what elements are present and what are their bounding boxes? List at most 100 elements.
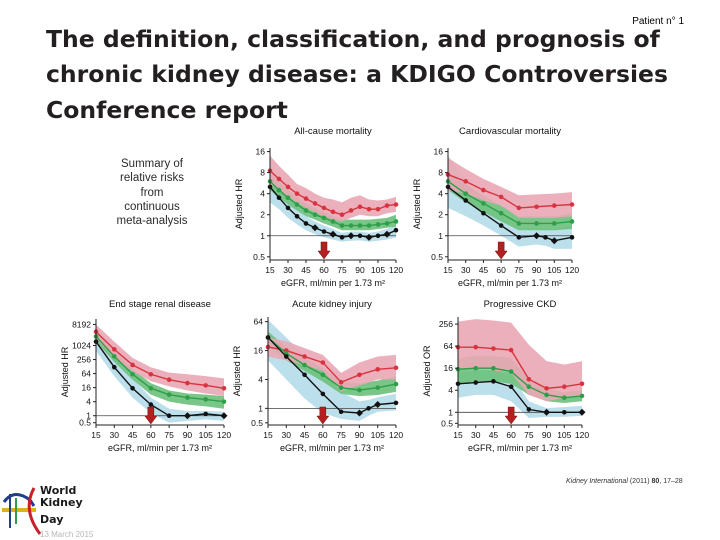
data-point bbox=[491, 379, 496, 384]
threshold-arrow-icon bbox=[144, 406, 158, 425]
summary-line: relative risks bbox=[120, 172, 184, 185]
data-point bbox=[491, 365, 496, 371]
data-point bbox=[463, 198, 469, 203]
y-axis-label: Adjusted HR bbox=[412, 178, 422, 229]
confidence-band-green bbox=[96, 331, 224, 409]
y-tick-label: 16 bbox=[256, 147, 266, 157]
confidence-band-black bbox=[270, 172, 396, 242]
x-tick-label: 120 bbox=[217, 430, 231, 440]
y-tick-label: 1 bbox=[438, 231, 443, 241]
data-point bbox=[384, 203, 390, 208]
x-tick-label: 15 bbox=[263, 430, 273, 440]
chart-title: Cardiovascular mortality bbox=[459, 126, 561, 137]
data-point bbox=[544, 386, 549, 391]
data-point bbox=[130, 362, 135, 368]
data-point bbox=[302, 354, 307, 359]
y-tick-label: 64 bbox=[444, 341, 454, 351]
y-tick-label: 1 bbox=[260, 231, 265, 241]
series-line-green bbox=[267, 336, 397, 391]
x-axis-label: eGFR, ml/min per 1.73 m² bbox=[108, 443, 212, 453]
data-point bbox=[203, 383, 209, 388]
x-tick-label: 75 bbox=[514, 265, 524, 275]
x-tick-label: 15 bbox=[453, 430, 463, 440]
data-point bbox=[561, 395, 567, 401]
data-point bbox=[569, 219, 575, 224]
data-point bbox=[516, 205, 522, 211]
data-point bbox=[338, 379, 344, 385]
x-tick-label: 105 bbox=[199, 430, 213, 440]
chart-cardiovascular-mortality: Cardiovascular mortality 0.5 1 2 4 8 16 15 30 45 6… bbox=[412, 126, 579, 288]
confidence-band-red bbox=[448, 157, 572, 218]
data-point bbox=[508, 347, 514, 353]
confidence-band-black bbox=[268, 319, 396, 421]
x-tick-label: 15 bbox=[91, 430, 101, 440]
data-point bbox=[579, 393, 585, 399]
data-point bbox=[338, 409, 344, 415]
data-point bbox=[339, 223, 345, 228]
data-point bbox=[347, 232, 355, 240]
y-tick-label: 4 bbox=[448, 385, 453, 395]
y-axis-label: Adjusted HR bbox=[60, 346, 70, 397]
y-tick-label: 256 bbox=[439, 319, 453, 329]
y-tick-label: 16 bbox=[82, 383, 92, 393]
data-point bbox=[348, 208, 354, 213]
x-tick-label: 45 bbox=[479, 265, 489, 275]
data-point bbox=[321, 229, 327, 234]
x-tick-label: 90 bbox=[542, 430, 552, 440]
x-tick-label: 60 bbox=[319, 265, 329, 275]
summary-line: Summary of bbox=[121, 158, 183, 170]
data-point bbox=[375, 385, 381, 390]
data-point bbox=[338, 385, 344, 390]
citation-pages: , 17–28 bbox=[659, 478, 683, 485]
threshold-arrow-icon bbox=[317, 241, 331, 260]
x-tick-label: 105 bbox=[371, 430, 385, 440]
data-point bbox=[203, 397, 209, 402]
data-point bbox=[384, 221, 390, 226]
data-point bbox=[330, 209, 336, 215]
data-point bbox=[166, 392, 172, 397]
data-point bbox=[393, 219, 399, 224]
series-line-red bbox=[447, 173, 573, 209]
data-point bbox=[276, 176, 282, 182]
data-point bbox=[473, 380, 479, 385]
chart-acute-kidney-injury: Acute kidney injury 0.5 1 4 16 64 15 30 45 60 75 90… bbox=[232, 299, 403, 453]
data-point bbox=[375, 233, 381, 239]
citation: Kidney International (2011) 80, 17–28 bbox=[566, 478, 683, 485]
series-line-black bbox=[95, 341, 225, 417]
x-tick-label: 45 bbox=[301, 265, 311, 275]
y-tick-label: 0.5 bbox=[441, 418, 453, 428]
data-point bbox=[365, 233, 373, 241]
citation-journal: Kidney International bbox=[566, 478, 628, 485]
data-point bbox=[303, 196, 309, 201]
data-point bbox=[302, 372, 307, 378]
data-point bbox=[357, 204, 363, 210]
y-tick-label: 256 bbox=[77, 355, 91, 365]
threshold-arrow-icon bbox=[316, 406, 330, 425]
x-axis-label: eGFR, ml/min per 1.73 m² bbox=[468, 443, 572, 453]
patient-label: Patient n° 1 bbox=[632, 16, 684, 27]
data-point bbox=[543, 235, 548, 240]
series-line-black bbox=[457, 380, 582, 413]
x-tick-label: 30 bbox=[471, 430, 481, 440]
data-point bbox=[348, 223, 354, 228]
x-tick-label: 75 bbox=[524, 430, 534, 440]
data-point bbox=[285, 205, 291, 211]
data-point bbox=[463, 179, 469, 184]
x-tick-label: 90 bbox=[532, 265, 542, 275]
x-tick-label: 60 bbox=[146, 430, 156, 440]
data-point bbox=[579, 381, 585, 387]
logo-date: 13 March 2015 bbox=[40, 530, 94, 539]
y-tick-label: 16 bbox=[444, 363, 454, 373]
data-point bbox=[183, 412, 191, 420]
data-point bbox=[320, 360, 326, 365]
data-point bbox=[374, 401, 382, 409]
data-point bbox=[551, 221, 557, 226]
data-point bbox=[578, 408, 586, 416]
x-tick-label: 75 bbox=[164, 430, 174, 440]
y-tick-label: 8 bbox=[260, 168, 265, 178]
data-point bbox=[148, 402, 154, 407]
data-point bbox=[393, 365, 399, 371]
data-point bbox=[285, 195, 291, 201]
data-point bbox=[534, 204, 539, 210]
y-tick-label: 1 bbox=[86, 411, 91, 421]
